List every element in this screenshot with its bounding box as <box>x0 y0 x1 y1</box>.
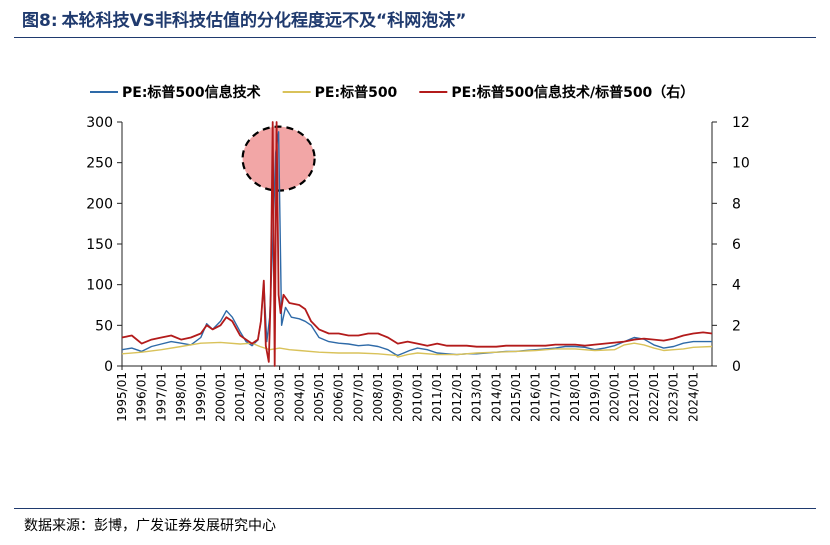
x-tick-label: 2005/01 <box>312 372 326 422</box>
figure-label: 图8: <box>22 11 58 31</box>
x-tick-label: 2000/01 <box>213 372 227 422</box>
x-tick-label: 2024/01 <box>686 372 700 422</box>
x-tick-label: 2010/01 <box>410 372 424 422</box>
y-right-tick-label: 0 <box>732 359 741 375</box>
y-left-tick-label: 150 <box>86 237 113 253</box>
legend-label-0: PE:标普500信息技术 <box>122 84 261 101</box>
y-right-tick-label: 10 <box>732 156 750 172</box>
chart-series <box>121 121 713 367</box>
x-tick-label: 2001/01 <box>233 372 247 422</box>
x-tick-label: 2007/01 <box>351 372 365 422</box>
x-tick-label: 2009/01 <box>391 372 405 422</box>
y-left-tick-label: 0 <box>104 359 113 375</box>
x-tick-label: 2022/01 <box>647 372 661 422</box>
y-left-tick-label: 250 <box>86 156 113 172</box>
y-left-tick-label: 300 <box>86 115 113 131</box>
x-tick-label: 1995/01 <box>115 372 129 422</box>
series-line-1 <box>121 341 713 358</box>
series-line-0 <box>121 131 712 357</box>
y-right-tick-label: 4 <box>732 278 741 294</box>
x-tick-label: 2003/01 <box>273 372 287 422</box>
x-tick-label: 2017/01 <box>548 372 562 422</box>
x-tick-label: 2013/01 <box>470 372 484 422</box>
y-left-tick-label: 100 <box>86 278 113 294</box>
x-tick-label: 2006/01 <box>332 372 346 422</box>
x-tick-label: 2020/01 <box>607 372 621 422</box>
legend-label-1: PE:标普500 <box>315 84 398 101</box>
x-tick-label: 2015/01 <box>509 372 523 422</box>
x-tick-label: 2012/01 <box>450 372 464 422</box>
x-tick-label: 2021/01 <box>627 372 641 422</box>
source-note: 数据来源：彭博，广发证券发展研究中心 <box>24 518 276 534</box>
chart-axes: 0 50 100 150 200 250 300 0 2 4 6 8 10 12 1995/01 1996/0… <box>86 115 750 422</box>
x-tick-label: 2018/01 <box>568 372 582 422</box>
x-tick-label: 2008/01 <box>371 372 385 422</box>
y-right-tick-label: 12 <box>732 115 750 131</box>
figure-title: 图8: 本轮科技VS非科技估值的分化程度远不及“科网泡沫” <box>22 6 466 31</box>
x-tick-label: 2023/01 <box>667 372 681 422</box>
x-tick-label: 1999/01 <box>194 372 208 422</box>
y-right-tick-label: 6 <box>732 237 741 253</box>
x-tick-label: 1997/01 <box>154 372 168 422</box>
x-tick-label: 2004/01 <box>292 372 306 422</box>
y-right-tick-label: 8 <box>732 196 741 212</box>
y-right-tick-label: 2 <box>732 318 741 334</box>
source-divider <box>14 508 816 509</box>
x-tick-label: 2002/01 <box>253 372 267 422</box>
series-line-2 <box>121 121 713 367</box>
chart-legend: PE:标普500信息技术 PE:标普500 PE:标普500信息技术/标普500（右… <box>90 84 694 101</box>
x-tick-label: 2016/01 <box>529 372 543 422</box>
x-tick-label: 2011/01 <box>430 372 444 422</box>
y-left-tick-label: 200 <box>86 196 113 212</box>
x-tick-label: 1998/01 <box>174 372 188 422</box>
x-tick-label: 1996/01 <box>135 372 149 422</box>
x-tick-label: 2014/01 <box>489 372 503 422</box>
figure-title-text: 本轮科技VS非科技估值的分化程度远不及“科网泡沫” <box>61 11 467 31</box>
legend-label-2: PE:标普500信息技术/标普500（右） <box>451 84 694 101</box>
y-left-tick-label: 50 <box>95 318 113 334</box>
x-tick-label: 2019/01 <box>588 372 602 422</box>
title-divider <box>14 37 816 38</box>
